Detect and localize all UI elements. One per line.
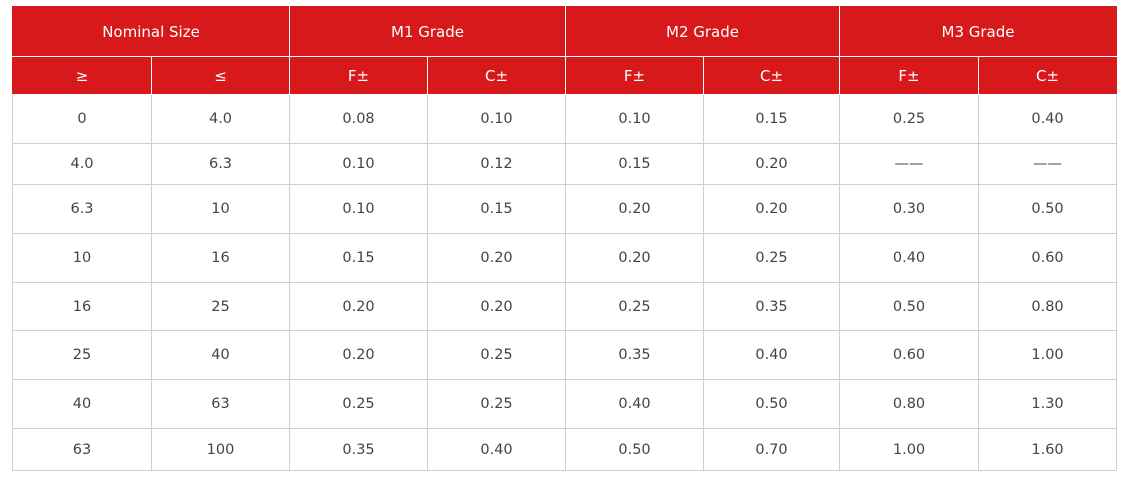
table-cell: 1.60	[978, 428, 1118, 471]
group-header: M1 Grade	[289, 6, 567, 57]
table-cell: 0.40	[839, 233, 980, 283]
table-cell: 16	[12, 282, 152, 331]
table-cell: 1.30	[978, 379, 1118, 429]
sub-header: ≥	[12, 56, 152, 95]
table-cell: 10	[12, 233, 152, 283]
sub-header: C±	[427, 56, 567, 95]
table-cell: 0.10	[427, 94, 567, 144]
table-cell: 63	[12, 428, 152, 471]
table-head: Nominal Size M1 Grade M2 Grade M3 Grade …	[11, 6, 1118, 95]
table-cell: 0.25	[703, 233, 841, 283]
table-cell: 0.20	[427, 282, 567, 331]
table-cell: 0.35	[565, 330, 705, 380]
table-cell: 0.15	[703, 94, 841, 144]
table-cell: 40	[150, 330, 291, 380]
table-cell: 4.0	[150, 94, 291, 144]
table-cell: 4.0	[12, 143, 152, 185]
table-cell: 0.15	[289, 233, 429, 283]
table-cell: 0.40	[978, 94, 1118, 144]
table-cell: 0.25	[839, 94, 980, 144]
table-cell: 25	[12, 330, 152, 380]
table-row: 25 40 0.20 0.25 0.35 0.40 0.60 1.00	[12, 330, 1118, 380]
table-cell: 0.10	[289, 143, 429, 185]
sub-header: C±	[978, 56, 1118, 95]
table-cell: 0.50	[978, 184, 1118, 234]
table-cell: 63	[150, 379, 291, 429]
table-cell: 0.80	[839, 379, 980, 429]
sub-header: C±	[703, 56, 841, 95]
table-cell: 0.12	[427, 143, 567, 185]
table-cell: 0.35	[289, 428, 429, 471]
sub-header: F±	[289, 56, 429, 95]
sub-header: F±	[565, 56, 705, 95]
sub-header: F±	[839, 56, 980, 95]
table-cell: 0.50	[565, 428, 705, 471]
group-header: M3 Grade	[839, 6, 1118, 57]
table-cell: 10	[150, 184, 291, 234]
table-cell: 0.80	[978, 282, 1118, 331]
table-cell: 0.20	[565, 184, 705, 234]
table-cell: 0.60	[839, 330, 980, 380]
table-cell: 0.25	[565, 282, 705, 331]
table-cell: 0.50	[839, 282, 980, 331]
table-row: 0 4.0 0.08 0.10 0.10 0.15 0.25 0.40	[12, 94, 1118, 144]
table-body: 0 4.0 0.08 0.10 0.10 0.15 0.25 0.40 4.0 6.3 0.10 0.…	[12, 94, 1118, 471]
sub-header: ≤	[150, 56, 291, 95]
tolerance-table: Nominal Size M1 Grade M2 Grade M3 Grade …	[11, 6, 1118, 471]
table-cell: 16	[150, 233, 291, 283]
table-cell: 0.50	[703, 379, 841, 429]
table-cell: 0.25	[289, 379, 429, 429]
table-cell: 0.15	[427, 184, 567, 234]
table-cell: 0.15	[565, 143, 705, 185]
table-cell: 0.20	[427, 233, 567, 283]
table-cell: 0.40	[427, 428, 567, 471]
table-cell: 0.25	[427, 330, 567, 380]
table-cell: 0	[12, 94, 152, 144]
table-cell: ——	[978, 143, 1118, 185]
table-row: 16 25 0.20 0.20 0.25 0.35 0.50 0.80	[12, 282, 1118, 331]
table-cell: 0.60	[978, 233, 1118, 283]
table-cell: 0.40	[703, 330, 841, 380]
table-row: 40 63 0.25 0.25 0.40 0.50 0.80 1.30	[12, 379, 1118, 429]
group-header: M2 Grade	[565, 6, 841, 57]
table-row: 63 100 0.35 0.40 0.50 0.70 1.00 1.60	[12, 428, 1118, 471]
table-cell: ——	[839, 143, 980, 185]
table-cell: 0.20	[565, 233, 705, 283]
table-cell: 1.00	[978, 330, 1118, 380]
table-cell: 0.25	[427, 379, 567, 429]
table-cell: 0.20	[703, 184, 841, 234]
table-cell: 0.35	[703, 282, 841, 331]
table-cell: 25	[150, 282, 291, 331]
table-cell: 0.40	[565, 379, 705, 429]
table-cell: 6.3	[12, 184, 152, 234]
table-cell: 0.10	[289, 184, 429, 234]
table-cell: 0.30	[839, 184, 980, 234]
table-cell: 0.20	[703, 143, 841, 185]
group-header-row: Nominal Size M1 Grade M2 Grade M3 Grade	[11, 6, 1118, 57]
table-cell: 0.08	[289, 94, 429, 144]
table-cell: 40	[12, 379, 152, 429]
table-cell: 0.70	[703, 428, 841, 471]
group-header: Nominal Size	[11, 6, 291, 57]
table-cell: 1.00	[839, 428, 980, 471]
table-cell: 0.20	[289, 330, 429, 380]
table-cell: 0.20	[289, 282, 429, 331]
table-cell: 100	[150, 428, 291, 471]
sub-header-row: ≥ ≤ F± C± F± C± F± C±	[12, 56, 1118, 95]
table-cell: 0.10	[565, 94, 705, 144]
table-row: 6.3 10 0.10 0.15 0.20 0.20 0.30 0.50	[12, 184, 1118, 234]
table-cell: 6.3	[150, 143, 291, 185]
table-row: 4.0 6.3 0.10 0.12 0.15 0.20 —— ——	[12, 143, 1118, 185]
table-row: 10 16 0.15 0.20 0.20 0.25 0.40 0.60	[12, 233, 1118, 283]
